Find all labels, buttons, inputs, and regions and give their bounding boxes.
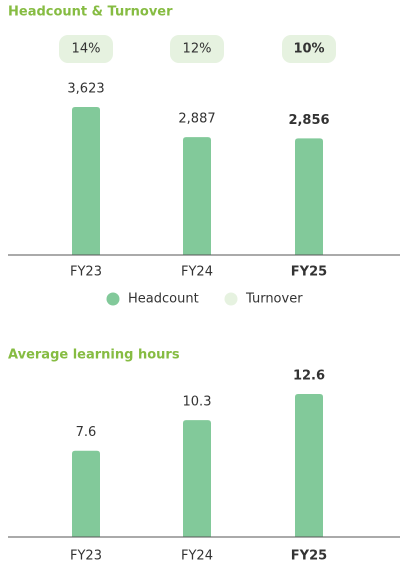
legend-marker: [106, 292, 120, 306]
badge-label: 10%: [293, 42, 324, 57]
turnover-badge: [282, 35, 336, 63]
legend-marker: [224, 292, 238, 306]
value-label: 7.6: [76, 425, 97, 440]
value-label: 2,887: [178, 112, 215, 127]
bar: [183, 137, 211, 255]
turnover-badge: [170, 35, 224, 63]
bar: [183, 420, 211, 537]
chart-title: Average learning hours: [8, 348, 180, 363]
x-tick-label: FY25: [291, 265, 327, 280]
bar: [295, 394, 323, 537]
x-tick-label: FY23: [70, 265, 102, 280]
bar: [295, 138, 323, 255]
turnover-badge: [59, 35, 113, 63]
value-label: 2,856: [288, 113, 329, 128]
x-tick-label: FY24: [181, 549, 213, 564]
value-label: 10.3: [183, 395, 212, 410]
badge-label: 14%: [72, 42, 101, 57]
value-label: 3,623: [67, 82, 104, 97]
legend-label: Turnover: [245, 292, 303, 307]
chart-title: Headcount & Turnover: [8, 5, 173, 20]
bar: [72, 107, 100, 255]
badge-label: 12%: [183, 42, 212, 57]
value-label: 12.6: [293, 369, 325, 384]
x-tick-label: FY23: [70, 549, 102, 564]
x-tick-label: FY25: [291, 549, 327, 564]
bar: [72, 450, 100, 537]
legend-label: Headcount: [128, 292, 199, 307]
x-tick-label: FY24: [181, 265, 213, 280]
